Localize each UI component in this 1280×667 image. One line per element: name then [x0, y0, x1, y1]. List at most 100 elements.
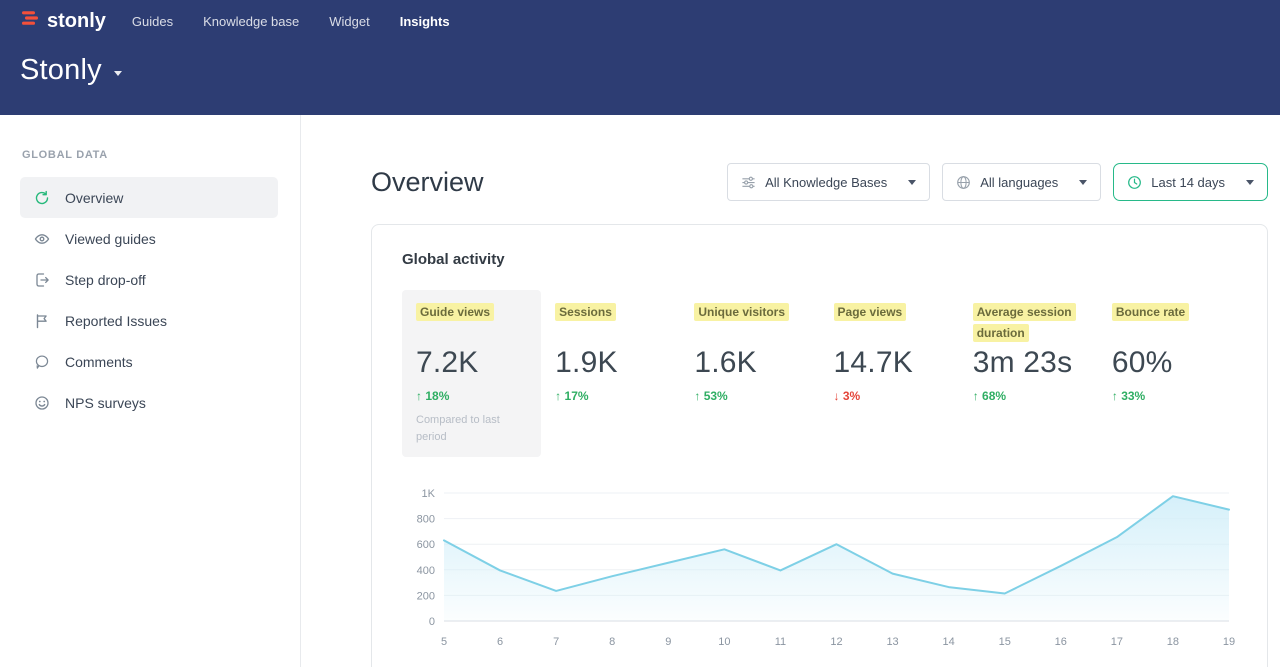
svg-text:5: 5 [441, 636, 447, 648]
global-activity-card: Global activity Guide views 7.2K ↑ 18% C… [371, 224, 1268, 667]
svg-text:18: 18 [1167, 636, 1179, 648]
filter-bar: All Knowledge Bases All languages Last 1… [727, 163, 1268, 201]
page-title: Overview [371, 167, 484, 198]
chevron-down-icon [908, 180, 916, 185]
metric-bounce-rate[interactable]: Bounce rate 60% ↑ 33% [1098, 290, 1237, 457]
language-filter[interactable]: All languages [942, 163, 1101, 201]
filter-label: All languages [980, 175, 1058, 190]
sidebar-item-label: Reported Issues [65, 313, 167, 329]
sidebar-item-label: Comments [65, 354, 133, 370]
metric-value: 7.2K [416, 346, 527, 380]
chevron-down-icon [1246, 180, 1254, 185]
trend-arrow-icon: ↑ [973, 389, 979, 403]
knowledge-base-filter[interactable]: All Knowledge Bases [727, 163, 930, 201]
metric-note: Compared to last period [416, 412, 526, 445]
primary-nav: Guides Knowledge base Widget Insights [132, 14, 450, 29]
nav-item-widget[interactable]: Widget [329, 14, 369, 29]
overview-icon [34, 190, 50, 206]
metric-sessions[interactable]: Sessions 1.9K ↑ 17% [541, 290, 680, 457]
metric-label: Unique visitors [694, 303, 789, 321]
area-chart: 02004006008001K5678910111213141516171819 [402, 483, 1237, 653]
globe-icon [956, 175, 971, 190]
stonly-logo-icon [20, 8, 40, 34]
smiley-icon [34, 395, 50, 411]
sidebar-item-viewed-guides[interactable]: Viewed guides [20, 218, 278, 259]
metrics-row: Guide views 7.2K ↑ 18% Compared to last … [402, 290, 1237, 457]
clock-icon [1127, 175, 1142, 190]
metric-delta: ↑ 18% [416, 389, 527, 403]
card-title: Global activity [402, 251, 1237, 268]
metric-value: 14.7K [834, 346, 945, 380]
metric-label: Sessions [555, 303, 616, 321]
svg-text:600: 600 [417, 539, 435, 551]
svg-text:19: 19 [1223, 636, 1235, 648]
svg-text:9: 9 [665, 636, 671, 648]
metric-guide-views[interactable]: Guide views 7.2K ↑ 18% Compared to last … [402, 290, 541, 457]
trend-arrow-icon: ↑ [416, 389, 422, 403]
svg-text:400: 400 [417, 565, 435, 577]
metric-label: Guide views [416, 303, 494, 321]
top-nav: stonly Guides Knowledge base Widget Insi… [0, 0, 1280, 42]
chevron-down-icon [114, 71, 122, 76]
svg-text:200: 200 [417, 590, 435, 602]
metric-delta: ↑ 33% [1112, 389, 1223, 403]
metric-label: Bounce rate [1112, 303, 1189, 321]
sidebar: GLOBAL DATA Overview Viewed guides Step … [0, 115, 301, 667]
filter-label: Last 14 days [1151, 175, 1225, 190]
global-activity-chart: 02004006008001K5678910111213141516171819 [402, 483, 1237, 658]
chevron-down-icon [1079, 180, 1087, 185]
workspace-selector[interactable]: Stonly [0, 42, 142, 87]
date-range-filter[interactable]: Last 14 days [1113, 163, 1268, 201]
svg-text:16: 16 [1055, 636, 1067, 648]
svg-text:14: 14 [943, 636, 955, 648]
svg-text:0: 0 [429, 616, 435, 628]
filter-sliders-icon [741, 175, 756, 190]
metric-delta: ↑ 53% [694, 389, 805, 403]
nav-item-guides[interactable]: Guides [132, 14, 173, 29]
sidebar-section-label: GLOBAL DATA [22, 149, 278, 161]
sidebar-item-label: Viewed guides [65, 231, 156, 247]
svg-text:800: 800 [417, 514, 435, 526]
metric-delta: ↑ 68% [973, 389, 1084, 403]
main-content: Overview All Knowledge Bases All languag… [301, 115, 1280, 667]
metric-delta: ↑ 17% [555, 389, 666, 403]
svg-text:7: 7 [553, 636, 559, 648]
svg-text:10: 10 [718, 636, 730, 648]
sidebar-item-reported-issues[interactable]: Reported Issues [20, 300, 278, 341]
logo-text: stonly [47, 10, 106, 33]
metric-delta: ↓ 3% [834, 389, 945, 403]
stonly-logo[interactable]: stonly [20, 8, 106, 34]
workspace-title: Stonly [20, 54, 102, 87]
sidebar-item-label: NPS surveys [65, 395, 146, 411]
app-header: stonly Guides Knowledge base Widget Insi… [0, 0, 1280, 115]
svg-text:11: 11 [775, 636, 786, 648]
nav-item-insights[interactable]: Insights [400, 14, 450, 29]
nav-item-knowledge-base[interactable]: Knowledge base [203, 14, 299, 29]
sidebar-item-step-drop-off[interactable]: Step drop-off [20, 259, 278, 300]
metric-page-views[interactable]: Page views 14.7K ↓ 3% [820, 290, 959, 457]
metric-unique-visitors[interactable]: Unique visitors 1.6K ↑ 53% [680, 290, 819, 457]
sidebar-item-comments[interactable]: Comments [20, 341, 278, 382]
flag-icon [34, 313, 50, 329]
svg-text:12: 12 [830, 636, 842, 648]
step-dropoff-icon [34, 272, 50, 288]
svg-text:1K: 1K [422, 488, 436, 500]
metric-label: Average session duration [973, 303, 1076, 342]
trend-arrow-icon: ↓ [834, 389, 840, 403]
filter-label: All Knowledge Bases [765, 175, 887, 190]
trend-arrow-icon: ↑ [694, 389, 700, 403]
metric-average-session-duration[interactable]: Average session duration 3m 23s ↑ 68% [959, 290, 1098, 457]
comment-icon [34, 354, 50, 370]
svg-text:17: 17 [1111, 636, 1123, 648]
trend-arrow-icon: ↑ [555, 389, 561, 403]
metric-value: 60% [1112, 346, 1223, 380]
metric-label: Page views [834, 303, 907, 321]
sidebar-item-nps-surveys[interactable]: NPS surveys [20, 382, 278, 423]
sidebar-item-overview[interactable]: Overview [20, 177, 278, 218]
svg-text:8: 8 [609, 636, 615, 648]
metric-value: 1.6K [694, 346, 805, 380]
trend-arrow-icon: ↑ [1112, 389, 1118, 403]
metric-value: 3m 23s [973, 346, 1084, 380]
sidebar-item-label: Overview [65, 190, 123, 206]
svg-text:15: 15 [999, 636, 1011, 648]
